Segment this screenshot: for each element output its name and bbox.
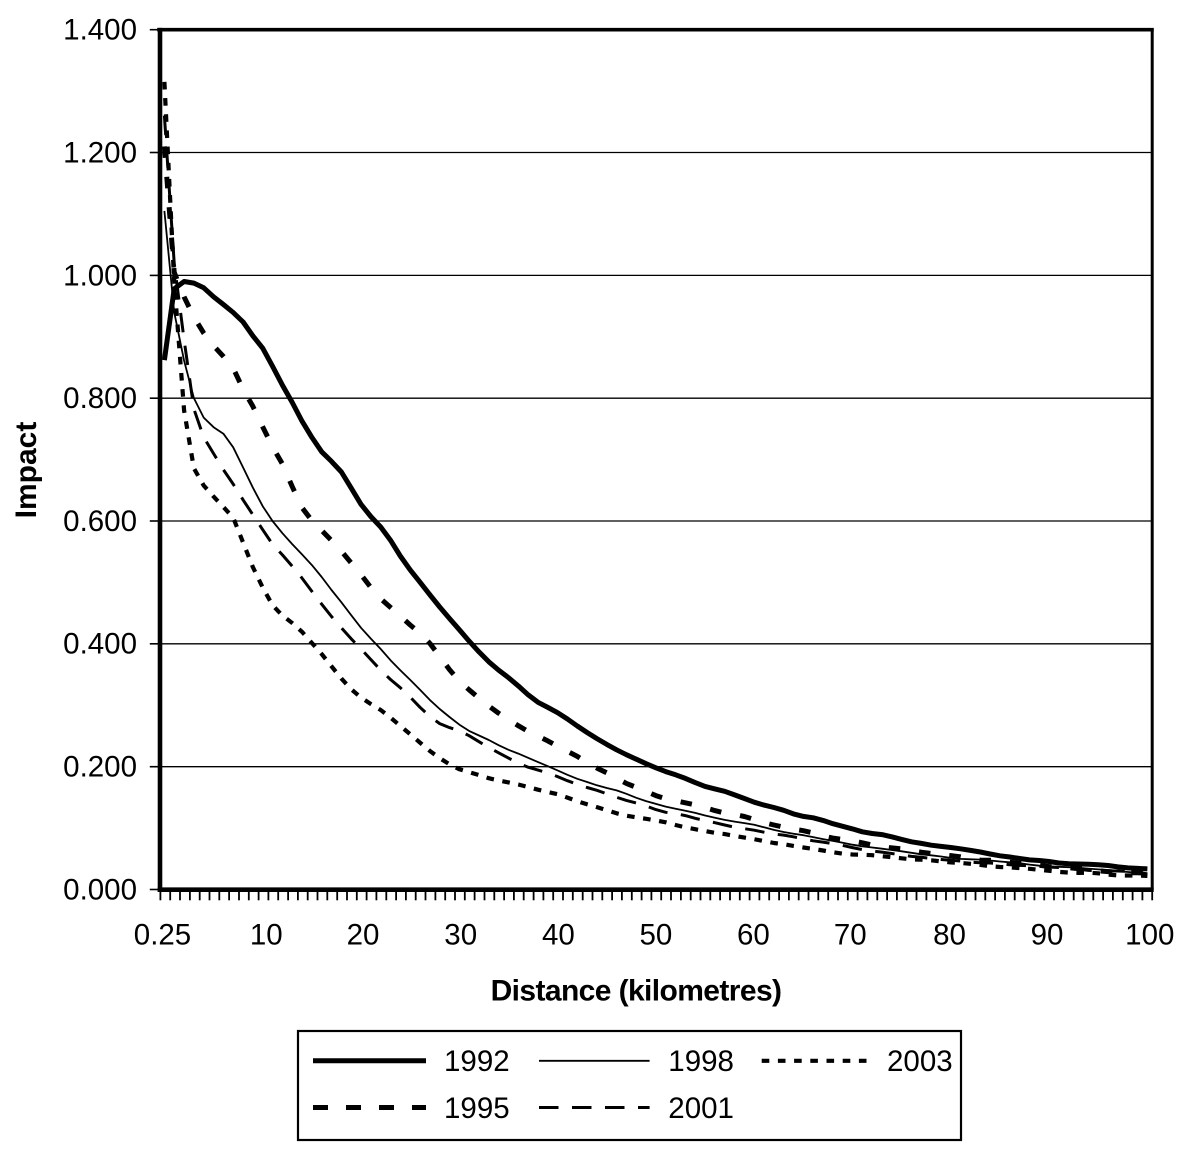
svg-text:100: 100 (1125, 919, 1174, 952)
svg-text:20: 20 (347, 919, 380, 952)
svg-text:30: 30 (444, 919, 477, 952)
svg-text:70: 70 (834, 919, 867, 952)
svg-text:90: 90 (1031, 919, 1064, 952)
svg-text:0.800: 0.800 (63, 382, 137, 415)
svg-text:0.25: 0.25 (134, 919, 191, 952)
svg-text:0.600: 0.600 (63, 505, 137, 538)
svg-text:Impact: Impact (10, 422, 43, 519)
svg-text:2001: 2001 (668, 1092, 734, 1125)
svg-text:1998: 1998 (668, 1045, 734, 1078)
svg-text:1992: 1992 (444, 1045, 510, 1078)
svg-text:Distance (kilometres): Distance (kilometres) (491, 975, 782, 1008)
svg-text:1995: 1995 (444, 1092, 510, 1125)
svg-text:1.400: 1.400 (63, 14, 137, 47)
svg-text:0.400: 0.400 (63, 628, 137, 661)
svg-text:2003: 2003 (887, 1045, 953, 1078)
svg-text:0.200: 0.200 (63, 751, 137, 784)
svg-text:80: 80 (933, 919, 966, 952)
svg-text:0.000: 0.000 (63, 873, 137, 906)
svg-text:60: 60 (737, 919, 770, 952)
svg-text:1.200: 1.200 (63, 136, 137, 169)
svg-text:40: 40 (542, 919, 575, 952)
svg-text:10: 10 (250, 919, 283, 952)
svg-text:1.000: 1.000 (63, 259, 137, 292)
svg-text:50: 50 (639, 919, 672, 952)
